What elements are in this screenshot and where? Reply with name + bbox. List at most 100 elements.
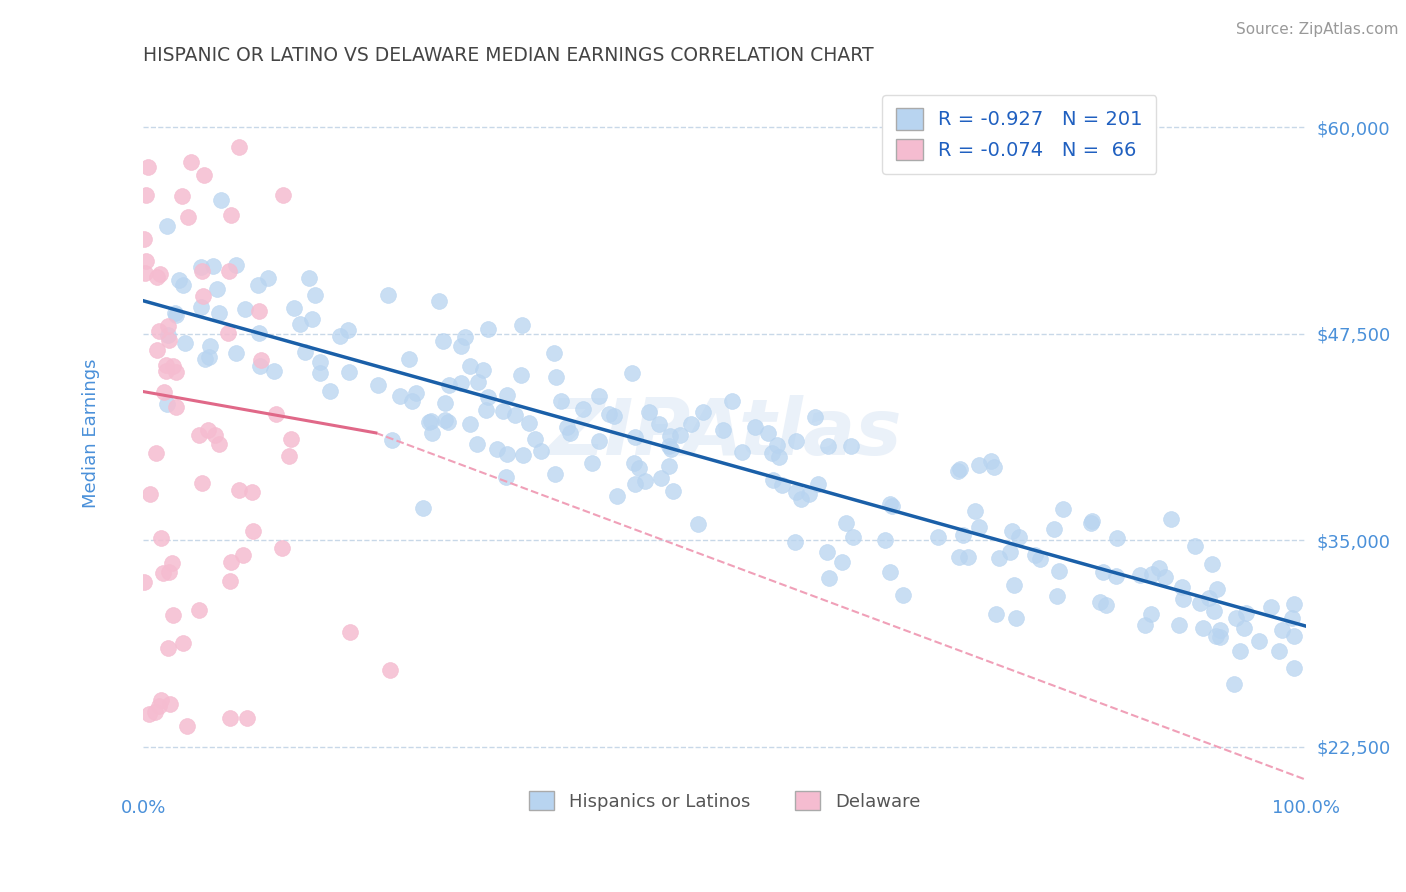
Point (148, 699, 170, 714)
Point (1028, 552, 1050, 566)
Point (191, 264, 214, 278)
Point (249, 353, 271, 368)
Point (389, 389, 412, 403)
Point (692, 405, 714, 419)
Point (762, 473, 785, 487)
Point (957, 549, 980, 564)
Point (731, 445, 754, 459)
Point (842, 530, 865, 544)
Point (194, 351, 217, 366)
Point (628, 460, 651, 475)
Point (721, 394, 744, 409)
Point (412, 501, 434, 516)
Point (381, 434, 404, 448)
Point (1140, 567, 1163, 582)
Point (294, 344, 316, 359)
Point (544, 370, 567, 384)
Point (711, 423, 734, 437)
Point (1088, 595, 1111, 609)
Point (155, 364, 177, 378)
Point (980, 453, 1002, 467)
Point (225, 259, 247, 273)
Point (157, 333, 180, 347)
Point (818, 571, 841, 585)
Point (550, 394, 572, 409)
Point (544, 467, 567, 481)
Point (209, 194, 232, 208)
Point (155, 219, 177, 234)
Point (454, 330, 477, 344)
Point (987, 550, 1010, 565)
Point (807, 477, 830, 491)
Point (450, 338, 472, 352)
Point (1000, 524, 1022, 538)
Point (198, 351, 221, 365)
Point (207, 306, 229, 320)
Point (875, 533, 897, 548)
Point (177, 210, 200, 224)
Point (1201, 557, 1223, 571)
Point (339, 624, 361, 639)
Point (1205, 582, 1227, 596)
Point (1281, 611, 1303, 625)
Point (891, 588, 914, 602)
Point (879, 565, 901, 579)
Point (401, 394, 423, 409)
Point (772, 477, 794, 491)
Point (477, 390, 499, 404)
Point (1095, 598, 1118, 612)
Point (280, 432, 302, 446)
Point (495, 447, 517, 461)
Point (785, 485, 807, 500)
Point (530, 444, 553, 458)
Point (783, 534, 806, 549)
Point (235, 711, 257, 725)
Point (1129, 568, 1152, 582)
Point (658, 439, 681, 453)
Point (152, 566, 174, 581)
Point (790, 492, 813, 507)
Point (271, 541, 294, 556)
Point (495, 388, 517, 402)
Point (634, 474, 657, 488)
Point (558, 425, 581, 440)
Point (170, 189, 193, 203)
Point (429, 293, 451, 308)
Point (1249, 634, 1271, 648)
Point (418, 415, 440, 429)
Point (145, 705, 167, 719)
Point (193, 288, 215, 302)
Point (172, 278, 194, 293)
Point (472, 362, 495, 376)
Point (139, 486, 162, 500)
Point (219, 711, 242, 725)
Point (336, 323, 359, 337)
Point (637, 405, 659, 419)
Point (247, 277, 270, 292)
Point (1209, 623, 1232, 637)
Point (815, 545, 838, 559)
Point (744, 420, 766, 434)
Point (588, 434, 610, 448)
Point (647, 417, 669, 431)
Point (242, 524, 264, 538)
Point (503, 408, 526, 422)
Point (228, 140, 250, 154)
Point (882, 500, 904, 514)
Point (1154, 570, 1177, 584)
Point (150, 531, 173, 545)
Point (266, 407, 288, 421)
Point (581, 456, 603, 470)
Point (984, 607, 1007, 622)
Point (1205, 629, 1227, 643)
Text: Source: ZipAtlas.com: Source: ZipAtlas.com (1236, 22, 1399, 37)
Point (969, 458, 991, 472)
Point (157, 640, 180, 655)
Point (1171, 580, 1194, 594)
Point (249, 359, 271, 373)
Point (207, 282, 229, 296)
Point (433, 413, 456, 427)
Point (1223, 677, 1246, 691)
Point (247, 326, 270, 340)
Point (621, 366, 644, 380)
